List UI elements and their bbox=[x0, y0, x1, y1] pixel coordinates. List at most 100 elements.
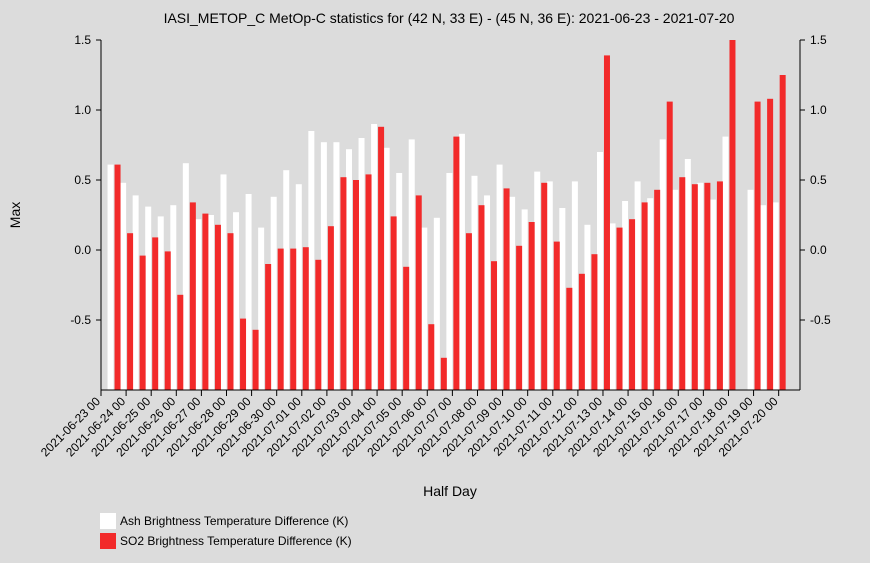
ash-bar-8 bbox=[195, 219, 202, 390]
ash-bar-54 bbox=[772, 202, 779, 390]
so2-bar-3 bbox=[139, 255, 146, 390]
so2-bar-18 bbox=[327, 226, 334, 390]
ash-bar-41 bbox=[609, 223, 616, 390]
ash-bar-11 bbox=[233, 212, 240, 390]
so2-bar-50 bbox=[729, 40, 736, 390]
ash-bar-20 bbox=[345, 149, 352, 390]
legend-swatch-so2 bbox=[100, 533, 116, 549]
ash-bar-35 bbox=[534, 171, 541, 390]
so2-bar-39 bbox=[591, 254, 598, 390]
ash-bar-46 bbox=[672, 189, 679, 390]
so2-bar-10 bbox=[227, 233, 234, 390]
so2-bar-32 bbox=[503, 188, 510, 390]
so2-bar-30 bbox=[478, 205, 485, 390]
so2-bar-40 bbox=[603, 55, 610, 391]
ash-bar-6 bbox=[170, 205, 177, 390]
ash-bar-1 bbox=[107, 164, 114, 390]
ash-bar-19 bbox=[333, 142, 340, 390]
y-tick-label-right-3: 0.0 bbox=[810, 243, 827, 257]
ash-bar-36 bbox=[546, 181, 553, 390]
ash-bar-34 bbox=[521, 209, 528, 390]
ash-bar-47 bbox=[684, 159, 691, 390]
ash-bar-21 bbox=[358, 138, 365, 390]
ash-bar-13 bbox=[258, 227, 265, 390]
axes-group: 1.5 1.51.0 1.00.5 0.50.0 0.0-0.5 -0.52021-06-… bbox=[38, 33, 831, 459]
so2-bar-42 bbox=[629, 219, 636, 390]
so2-bar-19 bbox=[340, 177, 347, 390]
so2-bar-28 bbox=[453, 136, 460, 390]
so2-bar-5 bbox=[164, 251, 171, 390]
so2-bar-26 bbox=[428, 324, 435, 390]
ash-bar-44 bbox=[647, 198, 654, 390]
so2-bar-13 bbox=[265, 264, 272, 390]
y-tick-label-right-0: 1.5 bbox=[810, 33, 827, 47]
ash-bar-30 bbox=[471, 175, 478, 390]
so2-bar-25 bbox=[415, 195, 422, 390]
legend-item-so2: SO2 Brightness Temperature Difference (K… bbox=[100, 531, 352, 551]
so2-bar-9 bbox=[214, 224, 221, 390]
so2-bar-47 bbox=[691, 184, 698, 390]
ash-bar-4 bbox=[145, 206, 152, 390]
so2-bar-43 bbox=[641, 202, 648, 390]
ash-bar-14 bbox=[270, 196, 277, 390]
ash-bar-28 bbox=[446, 173, 453, 390]
so2-bar-23 bbox=[390, 216, 397, 390]
ash-bar-22 bbox=[371, 124, 378, 390]
so2-bar-48 bbox=[704, 182, 711, 390]
so2-bar-8 bbox=[202, 213, 209, 390]
ash-bar-10 bbox=[220, 174, 227, 390]
y-tick-label-right-4: -0.5 bbox=[810, 313, 831, 327]
x-axis-label: Half Day bbox=[423, 483, 477, 499]
so2-bar-31 bbox=[491, 261, 498, 390]
so2-bar-37 bbox=[566, 287, 573, 390]
ash-bar-3 bbox=[132, 195, 139, 390]
ash-bar-42 bbox=[622, 201, 629, 390]
ash-bar-7 bbox=[182, 163, 189, 390]
so2-bar-49 bbox=[716, 181, 723, 390]
legend-swatch-ash bbox=[100, 513, 116, 529]
ash-bar-50 bbox=[722, 136, 729, 390]
ash-bar-16 bbox=[295, 184, 302, 390]
ash-bar-29 bbox=[458, 133, 465, 391]
so2-bar-6 bbox=[177, 294, 184, 390]
so2-bar-14 bbox=[277, 248, 284, 390]
y-tick-label-left-3: 0.0 bbox=[74, 243, 91, 257]
ash-bar-39 bbox=[584, 224, 591, 390]
legend-label-ash: Ash Brightness Temperature Difference (K… bbox=[120, 514, 349, 528]
so2-bar-44 bbox=[654, 189, 661, 390]
y-tick-label-left-0: 1.5 bbox=[74, 33, 91, 47]
so2-bar-36 bbox=[553, 241, 560, 390]
ash-bar-49 bbox=[709, 199, 716, 390]
ash-bar-25 bbox=[408, 139, 415, 390]
so2-bar-34 bbox=[528, 222, 535, 390]
ash-bar-27 bbox=[433, 217, 440, 390]
so2-bar-46 bbox=[679, 177, 686, 390]
so2-bar-11 bbox=[240, 318, 247, 390]
y-axis-label: Max bbox=[7, 202, 23, 228]
ash-bar-52 bbox=[747, 189, 754, 390]
ash-bar-12 bbox=[245, 194, 252, 390]
ash-bar-5 bbox=[157, 216, 164, 390]
so2-bar-12 bbox=[252, 329, 259, 390]
chart-title: IASI_METOP_C MetOp-C statistics for (42 … bbox=[164, 10, 735, 26]
so2-bar-1 bbox=[114, 164, 121, 390]
so2-bar-15 bbox=[290, 248, 297, 390]
so2-bar-24 bbox=[403, 266, 410, 390]
ash-bar-43 bbox=[634, 181, 641, 390]
so2-bar-20 bbox=[352, 180, 359, 390]
ash-bar-45 bbox=[659, 139, 666, 390]
legend-label-so2: SO2 Brightness Temperature Difference (K… bbox=[120, 534, 352, 548]
y-tick-label-left-1: 1.0 bbox=[74, 103, 91, 117]
ash-bar-9 bbox=[207, 215, 214, 390]
legend-item-ash: Ash Brightness Temperature Difference (K… bbox=[100, 511, 352, 531]
ash-bar-48 bbox=[697, 182, 704, 390]
y-tick-label-right-2: 0.5 bbox=[810, 173, 827, 187]
ash-bar-53 bbox=[760, 205, 767, 390]
so2-bar-52 bbox=[754, 101, 761, 390]
so2-bar-17 bbox=[315, 259, 322, 390]
ash-bar-33 bbox=[509, 196, 516, 390]
so2-bar-27 bbox=[440, 357, 447, 390]
so2-bar-53 bbox=[767, 98, 774, 391]
so2-bar-45 bbox=[666, 101, 673, 390]
